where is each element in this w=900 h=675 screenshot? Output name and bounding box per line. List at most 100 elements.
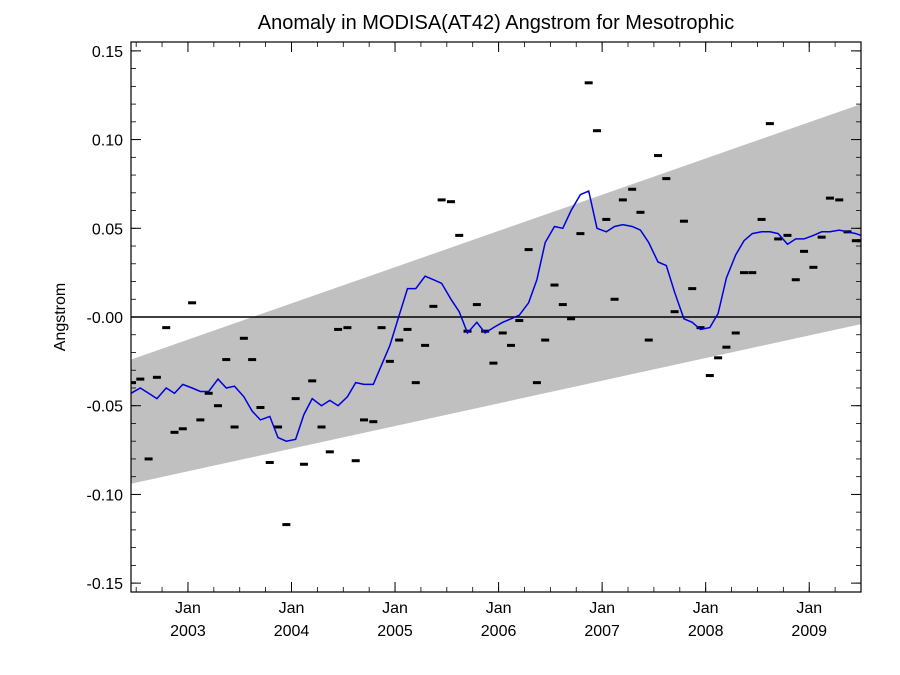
x-tick-year-label: 2004 bbox=[274, 623, 310, 640]
data-point bbox=[532, 381, 541, 385]
y-tick-label: 0.10 bbox=[92, 133, 123, 150]
data-point bbox=[136, 377, 145, 381]
data-point bbox=[610, 297, 619, 301]
data-point bbox=[524, 248, 533, 252]
data-point bbox=[403, 327, 412, 331]
data-point bbox=[731, 331, 740, 335]
data-point bbox=[515, 319, 524, 323]
x-tick-month-label: Jan bbox=[486, 600, 512, 617]
x-tick-month-label: Jan bbox=[279, 600, 305, 617]
data-point bbox=[274, 425, 283, 429]
data-point bbox=[558, 303, 567, 307]
data-point bbox=[170, 430, 179, 434]
data-point bbox=[857, 239, 861, 243]
smoothed-anomaly-line bbox=[131, 189, 861, 442]
x-tick-month-label: Jan bbox=[175, 600, 201, 617]
data-point bbox=[239, 336, 248, 340]
y-axis-label: Angstrom bbox=[52, 283, 69, 351]
y-tick-label: 0.15 bbox=[92, 44, 123, 61]
y-axis: 0.15 0.10 0.05 -0.00 -0.05 -0.10 -0.15 bbox=[87, 44, 861, 593]
x-tick-year-label: 2008 bbox=[688, 623, 724, 640]
data-point bbox=[705, 374, 714, 378]
data-point bbox=[481, 329, 490, 333]
data-point bbox=[584, 81, 593, 85]
x-tick-year-label: 2006 bbox=[481, 623, 517, 640]
data-point bbox=[178, 427, 187, 431]
data-point bbox=[791, 278, 800, 282]
data-point bbox=[308, 379, 317, 383]
data-point bbox=[592, 129, 601, 133]
plot-area bbox=[131, 81, 861, 527]
data-point bbox=[377, 326, 386, 330]
data-point bbox=[131, 381, 137, 385]
data-point bbox=[628, 187, 637, 191]
data-point bbox=[696, 326, 705, 330]
data-point bbox=[222, 358, 231, 362]
data-point bbox=[472, 303, 481, 307]
data-point bbox=[800, 249, 809, 253]
data-point bbox=[602, 217, 611, 221]
data-point bbox=[343, 326, 352, 330]
data-point bbox=[662, 177, 671, 181]
data-point bbox=[446, 200, 455, 204]
y-tick-label: -0.00 bbox=[87, 310, 124, 327]
confidence-band bbox=[131, 104, 861, 484]
y-tick-label: -0.15 bbox=[87, 576, 124, 593]
data-point bbox=[429, 304, 438, 308]
data-point bbox=[739, 271, 748, 275]
data-point bbox=[817, 235, 826, 239]
data-point bbox=[835, 198, 844, 202]
data-point bbox=[359, 418, 368, 422]
data-point bbox=[618, 198, 627, 202]
data-point bbox=[248, 358, 257, 362]
y-tick-label: -0.10 bbox=[87, 487, 124, 504]
data-point bbox=[636, 210, 645, 214]
data-point bbox=[144, 457, 153, 461]
data-point bbox=[291, 397, 300, 401]
x-tick-year-label: 2009 bbox=[791, 623, 827, 640]
data-point bbox=[152, 375, 161, 379]
data-point bbox=[714, 356, 723, 360]
data-point bbox=[774, 237, 783, 241]
y-tick-label: -0.05 bbox=[87, 399, 124, 416]
data-point bbox=[507, 343, 516, 347]
data-point bbox=[256, 405, 265, 409]
data-point bbox=[162, 326, 171, 330]
data-point bbox=[783, 233, 792, 237]
data-point bbox=[188, 301, 197, 305]
data-point bbox=[688, 287, 697, 291]
x-tick-month-label: Jan bbox=[589, 600, 615, 617]
data-point bbox=[455, 233, 464, 237]
data-point bbox=[489, 361, 498, 365]
data-point bbox=[437, 198, 446, 202]
data-point bbox=[757, 217, 766, 221]
x-tick-month-label: Jan bbox=[382, 600, 408, 617]
data-point bbox=[654, 154, 663, 158]
data-point bbox=[265, 460, 274, 464]
data-point bbox=[498, 331, 507, 335]
data-point bbox=[421, 343, 430, 347]
x-tick-year-label: 2005 bbox=[377, 623, 413, 640]
data-point bbox=[385, 359, 394, 363]
data-point bbox=[670, 310, 679, 314]
data-point bbox=[644, 338, 653, 342]
chart-title: Anomaly in MODISA(AT42) Angstrom for Mes… bbox=[258, 12, 734, 34]
x-tick-year-label: 2007 bbox=[584, 623, 620, 640]
data-point bbox=[213, 404, 222, 408]
data-point bbox=[334, 327, 343, 331]
data-point bbox=[567, 317, 576, 321]
data-point bbox=[748, 271, 757, 275]
data-point bbox=[282, 523, 291, 527]
x-tick-month-label: Jan bbox=[796, 600, 822, 617]
x-tick-month-label: Jan bbox=[693, 600, 719, 617]
data-point bbox=[765, 122, 774, 126]
data-point bbox=[395, 338, 404, 342]
data-point bbox=[722, 345, 731, 349]
data-point bbox=[351, 459, 360, 463]
data-point bbox=[299, 462, 308, 466]
x-tick-year-label: 2003 bbox=[170, 623, 206, 640]
data-point bbox=[411, 381, 420, 385]
data-point bbox=[230, 425, 239, 429]
data-point bbox=[317, 425, 326, 429]
data-point bbox=[196, 418, 205, 422]
